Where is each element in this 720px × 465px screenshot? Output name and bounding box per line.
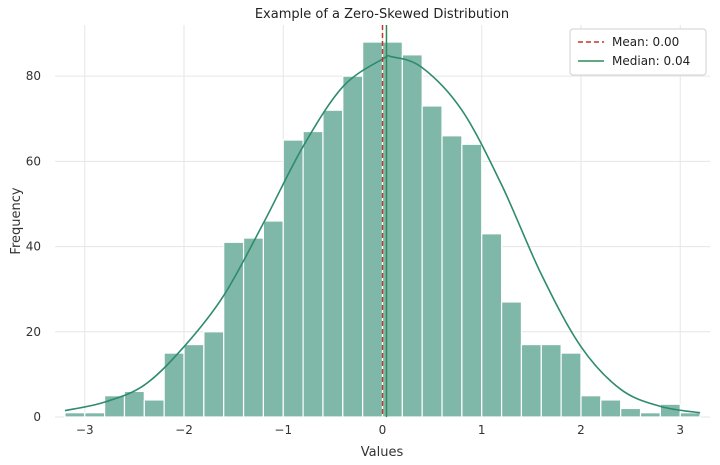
y-tick-label: 0 [33,410,41,424]
histogram-bar [64,412,86,418]
histogram-bar [163,352,185,418]
legend-median-label: Median: 0.04 [612,54,690,68]
histogram-bar [302,130,324,418]
histogram-bar [620,407,642,418]
histogram-bar [639,412,661,418]
histogram-bar [282,139,304,418]
x-tick-label: 2 [577,423,585,437]
legend-mean-label: Mean: 0.00 [612,35,679,49]
histogram-bar [520,343,542,418]
histogram-bar [421,105,443,418]
x-tick-label: −3 [76,423,94,437]
histogram-bar [679,412,701,418]
histogram-bar [540,343,562,418]
x-axis-title: Values [361,445,404,460]
histogram-bar [84,412,106,418]
histogram-bar [123,390,145,418]
x-tick-label: 1 [478,423,486,437]
histogram-bar [500,301,523,418]
histogram-bar [441,135,463,418]
y-tick-label: 80 [26,69,41,83]
histogram-bar [481,233,503,418]
histogram-bar [381,41,403,418]
kde-curve-group [64,54,701,414]
y-axis-title: Frequency [9,187,24,254]
histogram-bar [560,352,582,418]
y-tick-label: 20 [26,325,41,339]
histogram-bar [342,75,364,418]
histogram-bars [64,41,701,418]
x-tick-label: −1 [274,423,292,437]
histogram-bar [262,220,284,418]
legend-box [569,28,707,76]
histogram-bar [600,399,622,418]
kde-curve [64,54,701,414]
histogram-bar [183,343,205,418]
histogram-bar [223,241,245,418]
x-tick-label: −2 [175,423,193,437]
histogram-bar [322,109,344,418]
tick-labels: −3 −2 −1 0 1 2 3 0 20 40 60 80 [26,69,684,437]
histogram-bar [143,399,165,418]
histogram-bar [242,237,265,418]
y-tick-label: 40 [26,240,41,254]
legend: Mean: 0.00 Median: 0.04 [569,28,707,76]
x-tick-label: 3 [676,423,684,437]
x-tick-label: 0 [379,423,387,437]
chart-title: Example of a Zero-Skewed Distribution [255,7,509,22]
histogram-bar [659,403,681,418]
histogram-bar [401,54,423,418]
histogram-bar [580,395,602,418]
reference-lines [381,25,388,417]
histogram-bar [362,41,384,418]
y-tick-label: 60 [26,154,41,168]
histogram-bar [203,331,225,418]
histogram-bar [461,143,483,418]
